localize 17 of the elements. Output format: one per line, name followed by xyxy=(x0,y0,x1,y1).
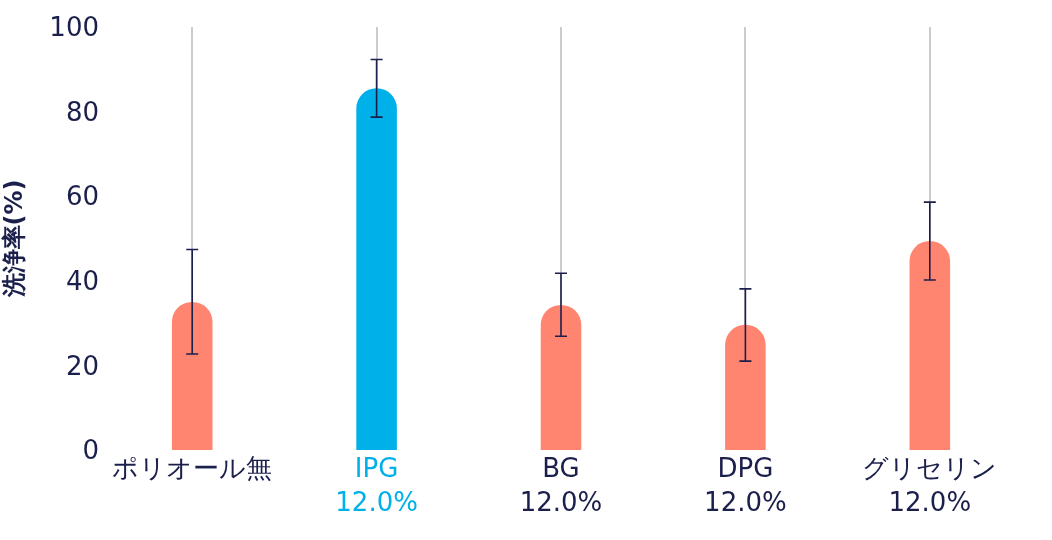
y-axis-title: 洗浄率(%) xyxy=(0,179,28,299)
x-tick-label: IPG 12.0% xyxy=(335,453,418,517)
x-tick-label: ポリオール無 xyxy=(112,453,273,483)
bar xyxy=(909,241,951,450)
bar xyxy=(356,88,397,450)
bar xyxy=(540,304,582,450)
bar xyxy=(725,324,766,450)
bar xyxy=(171,301,213,450)
y-tick-label: 20 xyxy=(65,350,99,381)
y-tick-label: 60 xyxy=(65,181,99,212)
x-tick-label: BG 12.0% xyxy=(519,453,603,517)
x-tick-label: DPG 12.0% xyxy=(704,453,787,517)
y-tick-label: 100 xyxy=(49,12,99,43)
x-tick-label: グリセリン 12.0% xyxy=(862,453,998,517)
y-tick-label: 40 xyxy=(65,265,99,296)
y-tick-label: 0 xyxy=(82,435,99,466)
y-tick-label: 80 xyxy=(65,96,99,127)
